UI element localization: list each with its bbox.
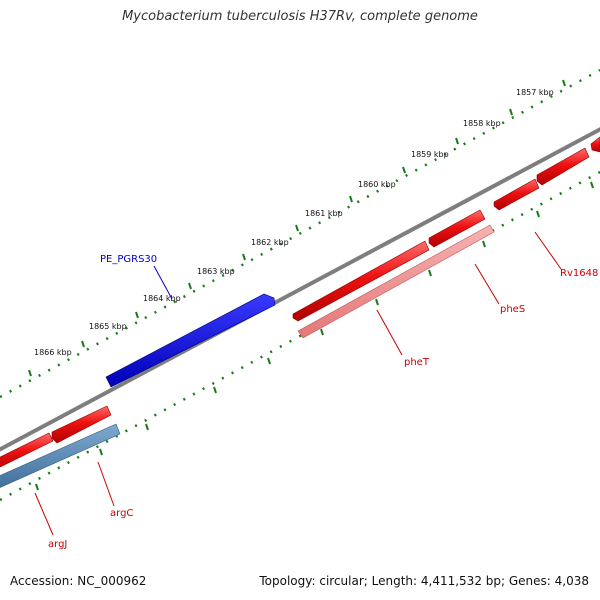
scale-label: 1866 kbp — [34, 348, 72, 357]
genome-backbone — [0, 127, 600, 452]
scale-label: 1859 kbp — [411, 150, 449, 159]
scale-label: 1864 kbp — [143, 294, 181, 303]
gene-label-phes[interactable]: pheS — [500, 304, 525, 315]
scale-label: 1863 kbp — [197, 267, 235, 276]
scale-label: 1861 kbp — [305, 209, 343, 218]
accession-text: Accession: NC_000962 — [10, 574, 147, 588]
cds-phes[interactable] — [428, 209, 486, 248]
cds-phet[interactable] — [292, 240, 430, 322]
cds-argc[interactable] — [51, 405, 112, 444]
cds-red-1[interactable] — [536, 147, 590, 186]
scale-label: 1857 kbp — [516, 88, 554, 97]
scale-label: 1862 kbp — [251, 238, 289, 247]
scale-label: 1858 kbp — [463, 119, 501, 128]
gene-leader-lines — [34, 231, 562, 536]
gene-label-argj[interactable]: argJ — [48, 539, 67, 550]
inner-scale-track — [0, 170, 600, 502]
gene-label-phet[interactable]: pheT — [404, 357, 430, 368]
cds-pe-pgrs30[interactable] — [105, 293, 276, 388]
gene-label-pe-pgrs30[interactable]: PE_PGRS30 — [100, 254, 157, 265]
scale-labels: 1857 kbp 1858 kbp 1859 kbp 1860 kbp 1861… — [34, 88, 554, 357]
gene-label-rv1648[interactable]: Rv1648 — [560, 268, 598, 279]
gene-label-argc[interactable]: argC — [110, 508, 133, 519]
inner-major-ticks — [35, 181, 594, 491]
cds-rv1648[interactable] — [493, 178, 540, 211]
outer-scale-track — [0, 68, 600, 399]
operon-arg-span — [0, 423, 121, 488]
scale-label: 1860 kbp — [358, 180, 396, 189]
map-title: Mycobacterium tuberculosis H37Rv, comple… — [122, 9, 478, 24]
cds-red-rv1649-region[interactable] — [590, 136, 600, 153]
operon-phe-span — [297, 224, 495, 339]
scale-label: 1865 kbp — [89, 322, 127, 331]
outer-major-ticks — [28, 79, 566, 377]
genome-info-text: Topology: circular; Length: 4,411,532 bp… — [259, 574, 589, 588]
cds-argj[interactable] — [0, 432, 54, 472]
